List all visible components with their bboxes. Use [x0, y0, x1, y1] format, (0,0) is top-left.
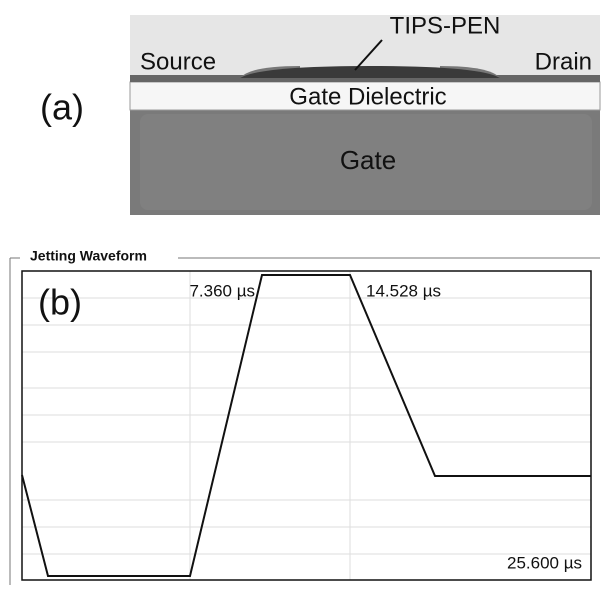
time-label: 7.360 µs	[189, 281, 255, 300]
grid	[22, 271, 591, 580]
source-label: Source	[140, 48, 216, 75]
panel-label: (b)	[38, 282, 82, 323]
time-label: 14.528 µs	[366, 281, 441, 300]
plot-frame	[22, 271, 591, 580]
waveform-line	[22, 275, 591, 576]
dielectric-label: Gate Dielectric	[289, 83, 446, 110]
gate-label: Gate	[340, 145, 396, 175]
panel-label: (a)	[40, 87, 84, 128]
semiconductor-label: TIPS-PEN	[390, 12, 501, 39]
panel-title: Jetting Waveform	[30, 248, 147, 264]
device-diagram: (a) Source Drain TIPS-PEN Gate Dielectri…	[40, 12, 600, 215]
drain-label: Drain	[535, 48, 592, 75]
time-label: 25.600 µs	[507, 553, 582, 572]
waveform-panel: Jetting Waveform (b) 7.360 µs 14.528 µs …	[10, 248, 600, 585]
figure: (a) Source Drain TIPS-PEN Gate Dielectri…	[0, 0, 601, 589]
